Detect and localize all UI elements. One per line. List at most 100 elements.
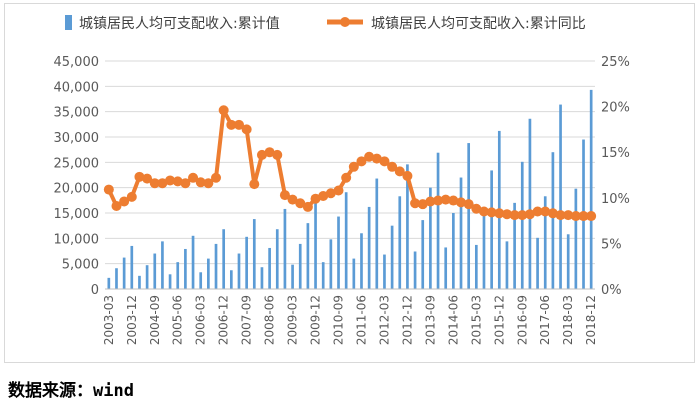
line-point bbox=[532, 206, 543, 217]
bar bbox=[474, 244, 478, 289]
bar bbox=[429, 187, 432, 289]
x-tick-label: 2008-06 bbox=[263, 295, 277, 345]
line-point bbox=[287, 194, 298, 205]
y-axis-right: 0% 5% 10% 15% 20% 25% bbox=[601, 55, 630, 298]
bar bbox=[176, 262, 180, 289]
line-series bbox=[103, 105, 597, 222]
bar bbox=[237, 253, 241, 289]
line-point bbox=[417, 199, 428, 210]
line-point bbox=[157, 178, 168, 189]
line-point bbox=[524, 209, 535, 220]
line-point bbox=[563, 210, 574, 221]
line-point bbox=[188, 172, 199, 183]
bar bbox=[222, 229, 226, 289]
legend-line-label: 城镇居民人均可支配收入:累计同比 bbox=[371, 16, 586, 32]
x-tick-label: 2005-06 bbox=[171, 295, 185, 345]
y-left-tick-label: 40,000 bbox=[54, 80, 100, 95]
line-point bbox=[555, 210, 566, 221]
line-point bbox=[256, 149, 267, 160]
line-point bbox=[486, 207, 497, 218]
bar bbox=[291, 264, 294, 289]
x-tick-label: 2007-09 bbox=[240, 295, 254, 345]
chart-frame: 0 5,000 10,000 15,000 20,000 25,000 30,000 35,0… bbox=[4, 3, 695, 363]
x-tick-label: 2018-12 bbox=[584, 295, 598, 345]
line-point bbox=[494, 208, 505, 219]
y-left-tick-label: 15,000 bbox=[54, 207, 100, 222]
line-point bbox=[272, 149, 283, 160]
line-point bbox=[233, 119, 244, 130]
x-tick-label: 2009-03 bbox=[286, 295, 300, 345]
line-point bbox=[172, 176, 183, 187]
line-path bbox=[107, 108, 592, 219]
x-tick-label: 2011-06 bbox=[354, 295, 368, 345]
line-point bbox=[218, 105, 229, 116]
source-value: wind bbox=[93, 381, 134, 401]
y-left-tick-label: 45,000 bbox=[54, 55, 100, 70]
bar bbox=[314, 201, 317, 289]
line-point bbox=[134, 171, 145, 182]
x-tick-label: 2013-09 bbox=[423, 295, 437, 345]
bar-series bbox=[107, 89, 593, 289]
line-point bbox=[142, 173, 153, 184]
bar bbox=[199, 272, 203, 289]
line-point bbox=[211, 172, 222, 183]
line-point bbox=[180, 178, 191, 189]
line-point bbox=[578, 211, 589, 222]
line-point bbox=[433, 195, 444, 206]
line-point bbox=[195, 177, 206, 188]
line-point bbox=[310, 193, 321, 204]
bar bbox=[436, 152, 440, 289]
line-point bbox=[425, 196, 436, 207]
bar bbox=[482, 208, 486, 289]
y-right-tick-label: 20% bbox=[601, 101, 630, 116]
bar bbox=[214, 243, 218, 289]
bar bbox=[268, 247, 271, 289]
bar bbox=[260, 267, 264, 289]
line-point bbox=[478, 206, 489, 217]
bar bbox=[329, 239, 333, 289]
bar bbox=[115, 268, 118, 289]
bar bbox=[551, 152, 555, 289]
y-left-tick-label: 5,000 bbox=[62, 258, 99, 273]
line-point bbox=[203, 178, 214, 189]
x-tick-label: 2006-03 bbox=[194, 295, 208, 345]
bar bbox=[490, 170, 493, 289]
line-point bbox=[547, 208, 558, 219]
bar bbox=[459, 177, 463, 289]
bar bbox=[375, 178, 379, 289]
bar bbox=[138, 275, 141, 289]
line-point bbox=[440, 194, 451, 205]
legend-bar-label: 城镇居民人均可支配收入:累计值 bbox=[79, 16, 280, 32]
line-point bbox=[249, 179, 260, 190]
line-point bbox=[448, 195, 459, 206]
y-left-tick-label: 25,000 bbox=[54, 156, 100, 171]
bar bbox=[252, 219, 256, 289]
x-tick-label: 2018-03 bbox=[561, 295, 575, 345]
line-point bbox=[333, 185, 344, 196]
bar bbox=[398, 196, 402, 289]
bar bbox=[566, 234, 570, 289]
y-right-tick-label: 5% bbox=[601, 237, 622, 252]
bar bbox=[505, 241, 509, 289]
bar bbox=[413, 251, 417, 289]
x-tick-label: 2016-09 bbox=[515, 295, 529, 345]
bar bbox=[207, 258, 210, 289]
x-tick-label: 2004-09 bbox=[148, 295, 162, 345]
line-point bbox=[540, 206, 551, 217]
y-right-tick-label: 10% bbox=[601, 192, 630, 207]
bar bbox=[168, 274, 172, 289]
x-tick-label: 2012-03 bbox=[377, 295, 391, 345]
bar bbox=[161, 241, 164, 289]
bar bbox=[383, 254, 386, 289]
bar bbox=[421, 220, 425, 289]
bar bbox=[275, 229, 279, 289]
line-point bbox=[387, 161, 398, 172]
bar bbox=[321, 262, 325, 289]
bar bbox=[122, 257, 126, 289]
bar bbox=[130, 245, 134, 289]
bar bbox=[145, 265, 149, 289]
bar bbox=[153, 253, 157, 289]
y-left-tick-label: 0 bbox=[91, 283, 99, 298]
bar bbox=[513, 202, 516, 289]
line-point bbox=[356, 156, 367, 167]
